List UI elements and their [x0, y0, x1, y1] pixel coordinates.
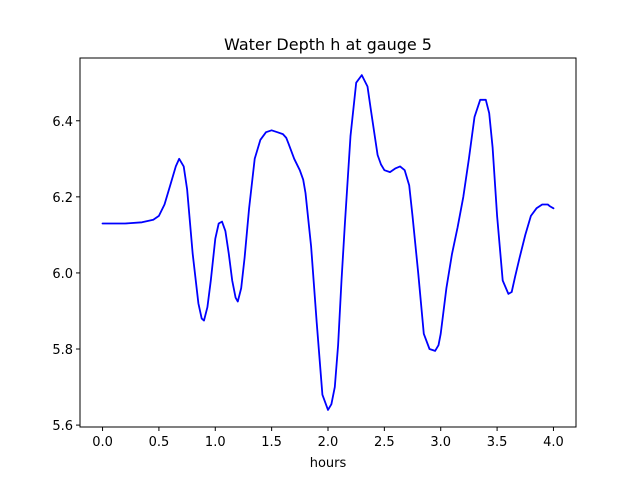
y-tick-label: 6.0: [52, 267, 73, 282]
plot-area: [79, 57, 577, 428]
y-tick-label: 5.8: [52, 343, 73, 358]
y-tick-label: 6.2: [52, 191, 73, 206]
x-tick-label: 3.5: [487, 435, 508, 450]
x-tick-label: 1.0: [205, 435, 226, 450]
series-line: [101, 74, 555, 411]
y-axis: 5.6 5.8 6.0 6.2 6.4: [52, 115, 80, 434]
x-axis-label: hours: [310, 456, 347, 471]
x-tick-label: 1.5: [261, 435, 282, 450]
series-layer: [101, 74, 555, 411]
x-tick-label: 0.5: [149, 435, 170, 450]
y-tick-label: 5.6: [52, 419, 73, 434]
x-tick-label: 3.0: [430, 435, 451, 450]
x-tick-label: 2.0: [318, 435, 339, 450]
x-tick-label: 4.0: [543, 435, 564, 450]
x-axis: 0.0 0.5 1.0 1.5 2.0 2.5 3.0 3.5 4.0: [92, 427, 564, 450]
x-tick-label: 2.5: [374, 435, 395, 450]
chart-title: Water Depth h at gauge 5: [224, 35, 432, 54]
x-tick-label: 0.0: [92, 435, 113, 450]
y-tick-label: 6.4: [52, 115, 73, 130]
